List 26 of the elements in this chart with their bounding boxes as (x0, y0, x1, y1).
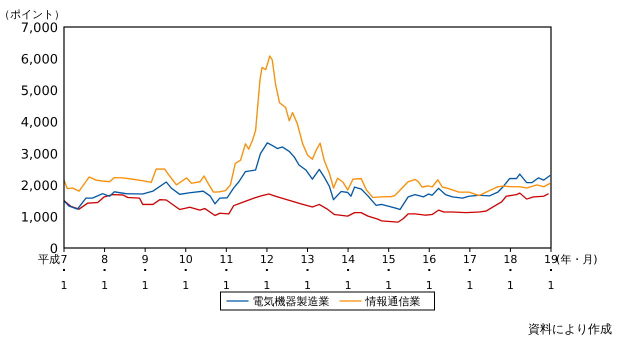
x-tick-label: 9 (142, 253, 149, 266)
x-tick-label: 13 (300, 253, 314, 266)
x-tick-label: 11 (219, 253, 234, 266)
y-tick-label: 7,000 (20, 21, 58, 36)
x-axis-title: (年・月) (556, 253, 598, 266)
y-tick-label: 3,000 (20, 147, 58, 162)
month-row: 1 1 1 1 1 1 1 1 1 1 1 1 1 (60, 269, 554, 292)
x-tick-label: 17 (462, 253, 477, 266)
x-tick-label: 19 (544, 253, 558, 266)
legend-label: 電気機器製造業 (252, 295, 330, 308)
x-tick-label: 18 (503, 253, 518, 266)
x-tick-label: 16 (422, 253, 436, 266)
y-tick-label: 6,000 (20, 52, 58, 68)
x-tick-label: 15 (382, 253, 396, 266)
x-tick-label: 12 (260, 253, 274, 266)
y-axis-title: （ポイント） (0, 8, 65, 21)
x-tick-label: 7 (60, 253, 68, 266)
y-tick-label: 4,000 (20, 116, 58, 131)
y-tick-label: 5,000 (20, 84, 58, 100)
y-tick-label: 1,000 (20, 210, 58, 226)
x-tick-label: 14 (341, 253, 356, 266)
y-tick-label: 2,000 (20, 178, 58, 194)
x-tick-label: 8 (101, 253, 108, 266)
x-tick-label: 10 (178, 253, 193, 266)
text: 資料により作成 (528, 322, 612, 336)
legend-label: 情報通信業 (364, 295, 420, 308)
